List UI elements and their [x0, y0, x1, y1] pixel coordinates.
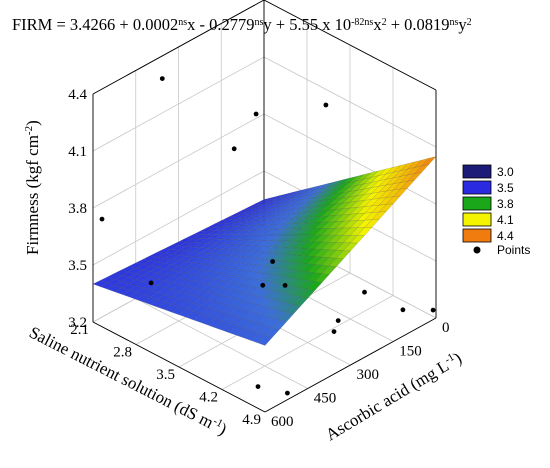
legend-swatch-4-4 [462, 228, 492, 243]
data-point [231, 146, 237, 152]
data-point [282, 283, 288, 288]
legend-swatch-4-1 [462, 212, 492, 227]
x-tick-label: 2.8 [113, 345, 132, 361]
data-point [430, 307, 436, 313]
z-tick-label: 4.1 [68, 144, 87, 160]
y-tick-label: 450 [314, 391, 337, 407]
x-tick-label: 3.5 [156, 367, 175, 383]
gridline-y-floor [135, 298, 308, 389]
y-tick-label: 0 [442, 320, 450, 336]
y-axis-label: Ascorbic acid (mg L-1) [322, 348, 465, 444]
x-tick-label: 2.1 [70, 322, 89, 338]
data-point [260, 282, 266, 288]
axis-box-edge [263, 0, 437, 91]
response-surface [92, 156, 437, 346]
data-point [253, 111, 259, 117]
y-tick-label: 600 [271, 414, 294, 430]
chart-title-equation: FIRM = 3.4266 + 0.0002nsx - 0.2779nsy + … [12, 15, 472, 34]
legend-item: 4.4 [462, 228, 514, 243]
z-tick-label: 3.2 [68, 315, 87, 331]
legend-item: 3.8 [462, 196, 514, 211]
data-point [270, 259, 275, 264]
data-point [331, 329, 337, 334]
legend-swatch-3-8 [462, 196, 492, 211]
data-point [335, 318, 341, 323]
legend-item: 4.1 [462, 212, 514, 227]
data-point [362, 289, 367, 295]
x-tick-label: 4.2 [199, 390, 218, 406]
legend-label: 4.4 [497, 229, 514, 243]
legend-label: 3.0 [497, 165, 514, 179]
surface-cell [257, 334, 273, 346]
data-point [400, 307, 406, 313]
observed-points [99, 76, 436, 396]
legend-swatch-3-5 [462, 180, 492, 195]
legend-label: Points [497, 243, 530, 257]
legend-label: 3.8 [497, 197, 514, 211]
data-point [159, 76, 165, 81]
data-point [255, 384, 261, 389]
axis-box-edge [264, 317, 437, 413]
z-tick-label: 3.8 [68, 201, 87, 217]
z-tick-label: 4.4 [68, 87, 87, 103]
legend-item-points: Points [473, 243, 530, 257]
legend-item: 3.0 [462, 164, 514, 179]
data-point [148, 280, 154, 286]
axis-box-edge [92, 0, 265, 95]
legend-point-marker [473, 246, 481, 254]
legend-item: 3.5 [462, 180, 514, 195]
data-point [285, 390, 290, 396]
z-tick-label: 3.5 [68, 258, 87, 274]
axis-box-edge [92, 321, 266, 413]
data-point [323, 102, 329, 108]
legend: 3.0 3.5 3.8 4.1 4.4 Points [462, 164, 530, 257]
z-axis-label: Firmness (kgf cm-2) [23, 120, 42, 255]
legend-label: 4.1 [497, 213, 514, 227]
legend-label: 3.5 [497, 181, 514, 195]
y-tick-label: 300 [357, 367, 380, 383]
tick-labels: 3.2 3.5 3.8 4.1 4.4 2.1 2.8 3.5 4.2 4.9 0 150 300 450… [68, 87, 449, 430]
legend-swatch-3-0 [462, 164, 492, 179]
x-tick-label: 4.9 [242, 412, 261, 428]
data-point [99, 216, 105, 222]
y-tick-label: 150 [399, 344, 422, 360]
